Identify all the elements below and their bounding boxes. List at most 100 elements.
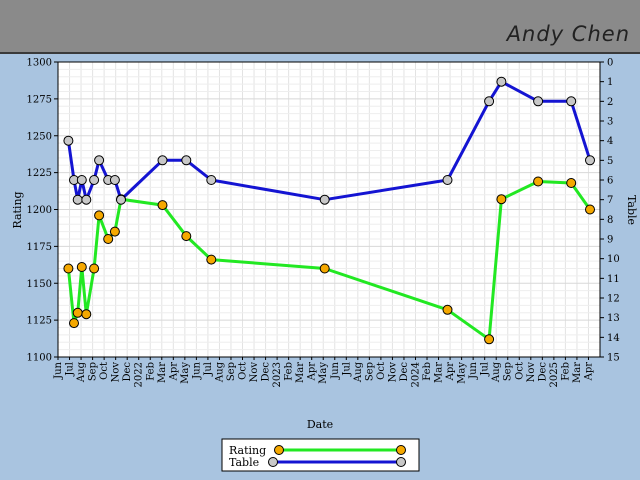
- y-tick-label-left: 1125: [27, 316, 52, 327]
- y-tick-label-right: 7: [607, 195, 613, 206]
- data-point-rating: [103, 234, 114, 244]
- x-tick-label: Mar: [295, 362, 306, 383]
- x-tick-label: Sep: [88, 362, 99, 381]
- x-tick-label: Nov: [111, 362, 122, 383]
- grid: [58, 62, 600, 357]
- x-tick-label: Jun: [191, 361, 202, 379]
- x-tick-label: Feb: [560, 362, 571, 381]
- data-point-rating: [72, 307, 83, 318]
- x-tick-label: May: [180, 362, 191, 384]
- x-tick-label: Oct: [514, 362, 525, 380]
- y-tick-label-left: 1175: [27, 242, 52, 253]
- x-tick-label: Jun: [53, 361, 64, 379]
- x-tick-label: Nov: [249, 362, 260, 383]
- data-point-table: [72, 194, 83, 205]
- data-point-rating: [89, 263, 100, 274]
- data-point-table: [81, 194, 92, 205]
- y-tick-label-right: 13: [607, 313, 620, 324]
- data-point-table: [319, 194, 330, 205]
- data-point-rating: [94, 210, 105, 221]
- x-tick-label: Sep: [364, 362, 375, 381]
- data-point-table: [181, 155, 192, 166]
- x-tick-label: 2024: [411, 362, 422, 387]
- data-point-rating: [69, 318, 79, 329]
- x-tick-label: May: [457, 362, 468, 384]
- legend-label-table: Table: [229, 456, 259, 469]
- data-point-table: [206, 175, 217, 185]
- x-tick-label: Jul: [65, 362, 76, 377]
- x-tick-label: Apr: [445, 362, 456, 382]
- y-tick-label-right: 15: [607, 353, 620, 364]
- legend-marker-table: [396, 457, 406, 467]
- legend-marker-table: [268, 457, 278, 467]
- x-tick-label: Dec: [537, 362, 548, 382]
- x-tick-label: Oct: [238, 362, 249, 380]
- y-tick-label-right: 1: [607, 77, 613, 88]
- x-tick-label: Apr: [584, 362, 595, 382]
- x-axis-title: Date: [307, 418, 333, 431]
- data-point-rating: [484, 334, 495, 345]
- x-tick-label: Sep: [226, 362, 237, 381]
- x-tick-label: Mar: [572, 362, 583, 383]
- x-tick-label: Feb: [145, 362, 156, 381]
- series-layer: [63, 76, 595, 345]
- x-tick-label: Dec: [399, 362, 410, 382]
- y-tick-label-left: 1150: [27, 279, 52, 290]
- y-tick-label-right: 4: [607, 136, 613, 147]
- x-tick-label: Feb: [422, 362, 433, 381]
- data-point-table: [533, 96, 544, 107]
- data-point-table: [484, 96, 495, 107]
- y-axis-right-title: Table: [625, 195, 638, 225]
- x-tick-label: Dec: [261, 362, 272, 382]
- data-point-rating: [109, 226, 120, 237]
- x-tick-label: Feb: [284, 362, 295, 381]
- x-tick-label: Apr: [307, 362, 318, 382]
- x-tick-label: 2023: [272, 362, 283, 387]
- legend: Rating Table: [221, 438, 420, 472]
- x-tick-label: Jul: [341, 362, 352, 377]
- data-point-table: [63, 135, 74, 146]
- y-tick-label-right: 6: [607, 176, 613, 187]
- x-tick-label: Jun: [468, 361, 479, 379]
- y-axis-left: 1100 1125 1150 1175 1200 1225 1250 1275 1300: [27, 58, 58, 364]
- x-tick-label: May: [318, 362, 329, 384]
- data-point-rating: [533, 176, 544, 187]
- y-tick-label-right: 9: [607, 235, 613, 246]
- x-tick-label: Oct: [376, 362, 387, 380]
- series-line-rating: [66, 180, 592, 341]
- player-name: Andy Chen: [506, 22, 630, 46]
- data-point-table: [585, 155, 595, 166]
- x-tick-label: Sep: [503, 362, 514, 381]
- data-point-table: [157, 155, 168, 166]
- data-point-table: [566, 96, 577, 107]
- x-tick-label: Mar: [157, 362, 168, 383]
- y-axis-left-title: Rating: [11, 191, 24, 228]
- x-tick-label: Jul: [480, 362, 491, 377]
- data-point-rating: [206, 254, 217, 265]
- y-tick-label-left: 1200: [27, 205, 52, 216]
- x-tick-label: Jul: [203, 362, 214, 377]
- x-tick-label: Nov: [387, 362, 398, 383]
- y-tick-label-right: 0: [607, 58, 613, 69]
- x-tick-label: Aug: [76, 361, 87, 383]
- x-tick-label: Apr: [168, 362, 179, 382]
- data-point-rating: [157, 200, 168, 211]
- x-axis: Jun Jul Aug Sep Oct Nov Dec 2022 Feb Mar Apr May Jun…: [53, 357, 595, 387]
- x-tick-label: 2025: [549, 362, 560, 387]
- data-point-table: [496, 76, 507, 87]
- legend-label-rating: Rating: [229, 444, 266, 457]
- y-tick-label-left: 1275: [27, 94, 52, 105]
- y-tick-label-left: 1100: [27, 353, 52, 364]
- x-tick-label: Jun: [330, 361, 341, 379]
- legend-marker-rating: [274, 445, 284, 455]
- y-tick-label-left: 1250: [27, 131, 52, 142]
- data-point-rating: [76, 262, 87, 272]
- data-point-rating: [319, 263, 330, 274]
- x-tick-label: Aug: [214, 361, 225, 383]
- data-point-table: [109, 175, 120, 185]
- data-point-table: [442, 175, 453, 185]
- data-point-rating: [181, 231, 192, 242]
- data-point-rating: [585, 204, 595, 215]
